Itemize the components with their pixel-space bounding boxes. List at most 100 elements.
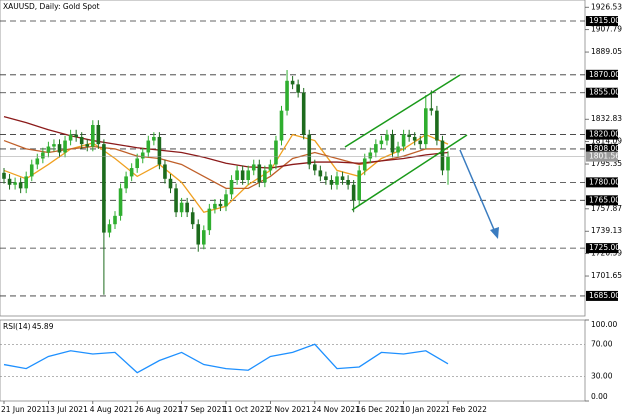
candle-body	[424, 108, 428, 145]
x-tick-label: 16 Dec 2021	[356, 405, 404, 414]
candle-body	[24, 176, 28, 189]
candle-body	[190, 212, 195, 225]
candle-body	[396, 146, 400, 153]
candle-body	[196, 224, 201, 245]
candle-body	[157, 136, 162, 165]
candle-body	[274, 140, 278, 165]
level-label: 1820.00	[589, 130, 620, 139]
level-box	[586, 69, 618, 80]
candle-body	[307, 134, 312, 165]
candle-body	[335, 176, 339, 185]
x-tick-label: 10 Jan 2022	[401, 405, 446, 414]
candle-body	[385, 134, 389, 141]
rsi-panel	[0, 319, 586, 402]
candle-body	[79, 136, 84, 145]
candle-body	[185, 202, 189, 213]
candle-body	[68, 134, 73, 141]
level-box	[586, 195, 618, 206]
candle-body	[129, 168, 134, 177]
candle-body	[235, 170, 239, 180]
candle-body	[202, 230, 206, 245]
current-price-label: 1801.56	[589, 152, 620, 161]
candle-body	[246, 170, 250, 180]
candle-body	[446, 156, 450, 171]
y-tick-label: 1720.39	[591, 249, 622, 258]
y-tick-label: 1926.53	[591, 2, 622, 11]
candle-body	[301, 92, 306, 135]
candle-body	[357, 170, 361, 201]
candle-body	[407, 134, 411, 137]
candle-body	[401, 134, 406, 147]
candle-body	[74, 134, 78, 137]
level-box	[586, 87, 618, 98]
candle-body	[135, 158, 139, 169]
candle-body	[390, 134, 395, 153]
rsi-tick-label: 30.00	[591, 372, 613, 381]
candle-body	[18, 182, 23, 189]
candle-body	[329, 179, 334, 185]
candle-body	[85, 144, 90, 147]
candle-body	[263, 170, 267, 183]
level-label: 1855.00	[589, 88, 620, 97]
candle-body	[340, 176, 345, 180]
candle-body	[279, 110, 284, 141]
candle-body	[218, 203, 223, 207]
x-tick-label: 17 Sep 2021	[179, 405, 227, 414]
level-label: 1780.00	[589, 177, 620, 186]
candle-body	[285, 80, 289, 111]
level-box	[586, 129, 618, 140]
candle-body	[346, 179, 350, 185]
candle-body	[113, 215, 117, 225]
candle-body	[207, 208, 212, 231]
level-label: 1808.00	[589, 144, 620, 153]
candle-body	[324, 176, 328, 180]
candle-body	[374, 144, 378, 153]
candle-body	[152, 136, 156, 141]
x-tick-label: 24 Nov 2021	[312, 405, 360, 414]
level-box	[586, 16, 618, 27]
level-label: 1765.00	[589, 195, 620, 204]
x-tick-label: 11 Oct 2021	[223, 405, 270, 414]
x-tick-label: 26 Aug 2021	[134, 405, 182, 414]
level-label: 1870.00	[589, 70, 620, 79]
candle-body	[440, 140, 445, 171]
candle-body	[107, 224, 112, 233]
rsi-title: RSI(14)	[3, 322, 31, 331]
candle-body	[412, 136, 417, 141]
candle-body	[13, 182, 17, 185]
y-tick-label: 1814.09	[591, 137, 622, 146]
candle-body	[96, 125, 101, 145]
candle-body	[257, 164, 262, 183]
candle-body	[41, 152, 45, 159]
candle-body	[290, 80, 295, 85]
rsi-value: 45.89	[32, 322, 54, 331]
level-box	[586, 177, 618, 188]
candle-body	[313, 164, 317, 171]
level-box	[586, 143, 618, 154]
candle-body	[35, 158, 40, 165]
candle-body	[351, 184, 356, 201]
candle-body	[296, 84, 300, 93]
level-label: 1915.00	[589, 16, 620, 25]
y-tick-label: 1701.65	[591, 271, 622, 280]
candle-body	[251, 164, 256, 171]
x-tick-label: 21 Jun 2021	[1, 405, 46, 414]
candle-body	[435, 110, 439, 141]
candle-body	[179, 202, 184, 213]
x-tick-label: 1 Feb 2022	[445, 405, 487, 414]
y-tick-label: 1757.87	[591, 204, 622, 213]
moving-average	[3, 116, 449, 169]
channel-upper	[344, 74, 461, 148]
current-price-box	[586, 151, 618, 162]
rsi-line	[3, 343, 449, 374]
candle-body	[163, 164, 167, 179]
candle-body	[429, 108, 434, 111]
rsi-tick-label: 0.00	[591, 392, 608, 401]
candle-body	[418, 140, 423, 145]
y-tick-label: 1795.35	[591, 159, 622, 168]
candle-body	[229, 179, 234, 195]
candle-body	[379, 140, 384, 145]
candle-body	[362, 158, 367, 171]
